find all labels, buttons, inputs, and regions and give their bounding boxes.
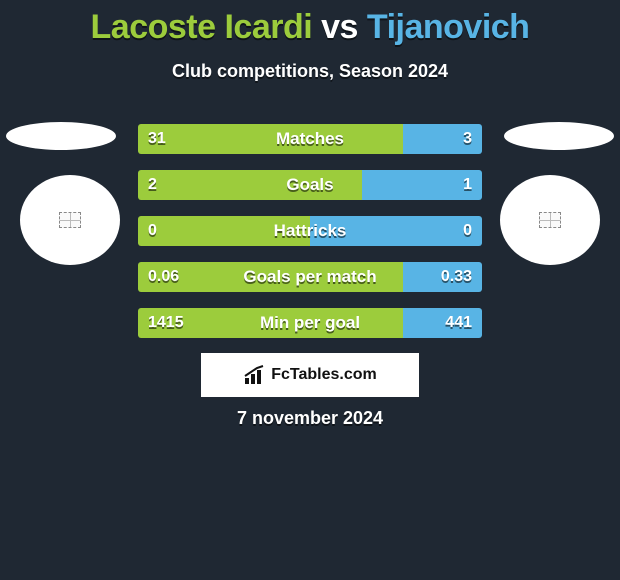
stat-label: Min per goal <box>138 308 482 338</box>
stat-row: 00Hattricks <box>138 216 482 246</box>
page-title: Lacoste Icardi vs Tijanovich <box>0 0 620 47</box>
stat-row: 0.060.33Goals per match <box>138 262 482 292</box>
title-player1: Lacoste Icardi <box>91 8 313 46</box>
stat-label: Hattricks <box>138 216 482 246</box>
date-text: 7 november 2024 <box>0 408 620 429</box>
stat-row: 313Matches <box>138 124 482 154</box>
subtitle: Club competitions, Season 2024 <box>0 61 620 82</box>
player-photo-right <box>500 175 600 265</box>
stat-label: Matches <box>138 124 482 154</box>
stat-row: 21Goals <box>138 170 482 200</box>
placeholder-flag-icon <box>59 212 81 228</box>
title-vs: vs <box>321 8 358 46</box>
logo-box: FcTables.com <box>201 353 419 397</box>
player-photo-left <box>20 175 120 265</box>
stat-label: Goals <box>138 170 482 200</box>
team-oval-right <box>504 122 614 150</box>
stat-label: Goals per match <box>138 262 482 292</box>
team-oval-left <box>6 122 116 150</box>
comparison-bars: 313Matches 21Goals 00Hattricks 0.060.33Goal… <box>138 124 482 354</box>
title-player2: Tijanovich <box>367 8 530 46</box>
logo-text: FcTables.com <box>271 366 377 384</box>
placeholder-flag-icon <box>539 212 561 228</box>
stat-row: 1415441Min per goal <box>138 308 482 338</box>
bar-chart-icon <box>243 364 267 386</box>
